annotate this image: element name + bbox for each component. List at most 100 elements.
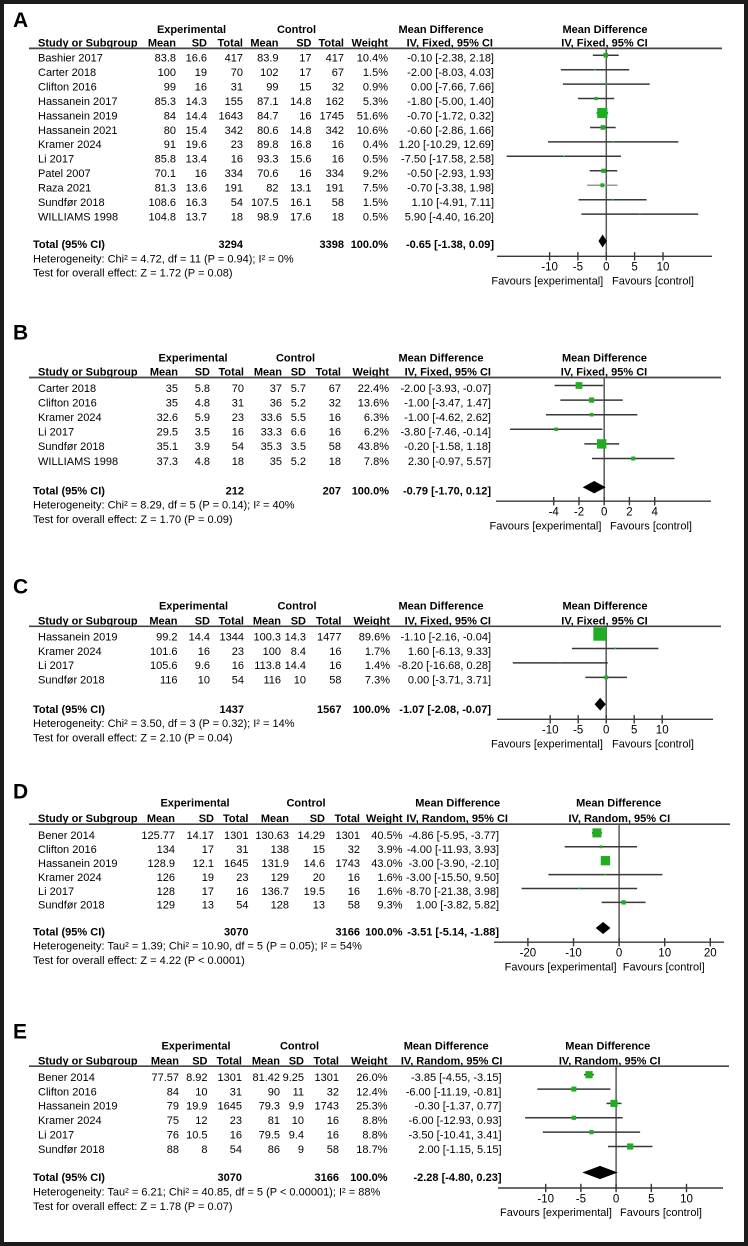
svg-text:-1.10 [-2.16, -0.04]: -1.10 [-2.16, -0.04] (401, 631, 492, 643)
svg-text:23: 23 (232, 412, 244, 424)
svg-text:-0.70 [-1.72, 0.32]: -0.70 [-1.72, 0.32] (407, 110, 494, 122)
svg-text:19.6: 19.6 (186, 139, 207, 151)
svg-text:128.9: 128.9 (147, 858, 175, 870)
svg-text:Mean Difference: Mean Difference (576, 797, 661, 809)
svg-text:35: 35 (166, 383, 178, 395)
svg-text:16.1: 16.1 (290, 197, 311, 209)
svg-text:16: 16 (329, 427, 341, 439)
svg-text:4.8: 4.8 (195, 397, 210, 409)
svg-text:136.7: 136.7 (261, 886, 289, 898)
svg-text:14.6: 14.6 (304, 858, 325, 870)
svg-text:-1.07 [-2.08, -0.07]: -1.07 [-2.08, -0.07] (399, 704, 491, 716)
svg-text:14.4: 14.4 (285, 660, 306, 672)
svg-text:10.6%: 10.6% (357, 125, 388, 137)
svg-text:10: 10 (680, 1193, 693, 1205)
svg-text:1.00 [-3.82, 5.82]: 1.00 [-3.82, 5.82] (416, 900, 499, 912)
svg-text:Kramer 2024: Kramer 2024 (38, 412, 102, 424)
svg-text:Li 2017: Li 2017 (38, 427, 74, 439)
svg-text:-5: -5 (573, 725, 583, 737)
svg-text:C: C (13, 576, 28, 599)
svg-text:417: 417 (326, 53, 344, 65)
svg-text:10: 10 (294, 675, 306, 687)
svg-text:Test for overall effect: Z = 2: Test for overall effect: Z = 2.10 (P = 0… (33, 732, 233, 744)
svg-text:100.3: 100.3 (253, 631, 281, 643)
svg-text:IV, Fixed, 95% CI: IV, Fixed, 95% CI (407, 37, 493, 49)
svg-text:342: 342 (326, 125, 344, 137)
svg-text:5: 5 (631, 262, 637, 274)
svg-text:16: 16 (236, 886, 248, 898)
svg-text:Hassanein 2019: Hassanein 2019 (38, 110, 118, 122)
svg-text:54: 54 (232, 441, 244, 453)
svg-text:Test for overall effect: Z = 1: Test for overall effect: Z = 1.78 (P = 0… (33, 1201, 233, 1213)
svg-text:-0.30 [-1.37, 0.77]: -0.30 [-1.37, 0.77] (415, 1101, 502, 1113)
svg-text:80.6: 80.6 (257, 125, 278, 137)
svg-text:-0.65 [-1.38, 0.09]: -0.65 [-1.38, 0.09] (406, 239, 494, 251)
svg-text:1.10 [-4.91, 7.11]: 1.10 [-4.91, 7.11] (412, 197, 494, 209)
svg-text:Raza 2021: Raza 2021 (38, 183, 91, 195)
svg-text:40.5%: 40.5% (371, 830, 402, 842)
svg-text:Hassanein 2019: Hassanein 2019 (38, 631, 118, 643)
svg-text:IV, Fixed, 95% CI: IV, Fixed, 95% CI (405, 615, 491, 627)
svg-text:43.8%: 43.8% (358, 441, 389, 453)
svg-text:0.4%: 0.4% (363, 139, 388, 151)
svg-text:0: 0 (616, 948, 622, 960)
svg-text:84: 84 (164, 110, 176, 122)
svg-text:Experimental: Experimental (161, 1041, 230, 1053)
svg-text:5.8: 5.8 (195, 383, 210, 395)
svg-text:67: 67 (329, 383, 341, 395)
svg-text:35: 35 (270, 456, 282, 468)
svg-text:7.3%: 7.3% (365, 675, 390, 687)
svg-text:-0.20 [-1.58, 1.18]: -0.20 [-1.58, 1.18] (404, 441, 491, 453)
svg-text:1645: 1645 (218, 1101, 242, 1113)
svg-text:342: 342 (225, 125, 243, 137)
svg-text:10.5: 10.5 (186, 1129, 207, 1141)
svg-text:-1.00 [-3.47, 1.47]: -1.00 [-3.47, 1.47] (404, 397, 491, 409)
svg-text:12.4%: 12.4% (356, 1086, 387, 1098)
svg-text:79.3: 79.3 (259, 1101, 280, 1113)
svg-text:-2.28 [-4.80, 0.23]: -2.28 [-4.80, 0.23] (413, 1172, 501, 1184)
svg-text:SD: SD (192, 37, 207, 49)
svg-text:-6.00 [-12.93, 0.93]: -6.00 [-12.93, 0.93] (409, 1115, 502, 1127)
svg-text:6.6: 6.6 (291, 427, 306, 439)
svg-text:Mean Difference: Mean Difference (404, 1041, 489, 1053)
svg-text:54: 54 (231, 197, 243, 209)
svg-text:Heterogeneity: Chi² = 8.29, df: Heterogeneity: Chi² = 8.29, df = 5 (P = … (33, 500, 295, 512)
svg-text:Control: Control (276, 353, 315, 365)
svg-text:129: 129 (157, 900, 175, 912)
svg-text:129: 129 (271, 872, 289, 884)
svg-text:100: 100 (158, 67, 176, 79)
svg-text:Total: Total (335, 813, 360, 825)
svg-text:Favours [control]: Favours [control] (612, 275, 694, 287)
svg-text:16: 16 (299, 110, 311, 122)
svg-text:100.0%: 100.0% (353, 704, 391, 716)
svg-text:70: 70 (231, 67, 243, 79)
svg-text:D: D (13, 781, 28, 804)
svg-text:31: 31 (236, 844, 248, 856)
svg-text:16: 16 (348, 872, 360, 884)
svg-text:SD: SD (291, 615, 306, 627)
svg-text:Total: Total (319, 37, 344, 49)
svg-text:Kramer 2024: Kramer 2024 (38, 872, 102, 884)
svg-text:13: 13 (313, 900, 325, 912)
svg-text:Sundfør 2018: Sundfør 2018 (38, 675, 105, 687)
svg-text:85.3: 85.3 (155, 96, 176, 108)
svg-text:Test for overall effect: Z = 1: Test for overall effect: Z = 1.70 (P = 0… (33, 514, 233, 526)
svg-text:131.9: 131.9 (261, 858, 289, 870)
svg-text:0.00 [-7.66, 7.66]: 0.00 [-7.66, 7.66] (411, 81, 494, 93)
svg-text:SD: SD (291, 367, 306, 379)
svg-text:9.2%: 9.2% (363, 168, 388, 180)
svg-text:13.1: 13.1 (290, 183, 311, 195)
svg-text:22.4%: 22.4% (358, 383, 389, 395)
svg-text:11: 11 (293, 1086, 304, 1098)
svg-text:16: 16 (329, 660, 341, 672)
svg-text:16: 16 (195, 81, 207, 93)
svg-text:13.4: 13.4 (186, 154, 207, 166)
svg-text:125.77: 125.77 (141, 830, 175, 842)
svg-text:Heterogeneity: Chi² = 3.50, df: Heterogeneity: Chi² = 3.50, df = 3 (P = … (33, 718, 295, 730)
svg-text:79: 79 (167, 1101, 179, 1113)
svg-text:162: 162 (326, 96, 344, 108)
svg-text:-4.86 [-5.95, -3.77]: -4.86 [-5.95, -3.77] (409, 830, 500, 842)
svg-text:-7.50 [-17.58, 2.58]: -7.50 [-17.58, 2.58] (401, 154, 494, 166)
svg-text:Favours [experimental]: Favours [experimental] (491, 275, 603, 287)
svg-text:IV, Fixed, 95% CI: IV, Fixed, 95% CI (405, 367, 491, 379)
